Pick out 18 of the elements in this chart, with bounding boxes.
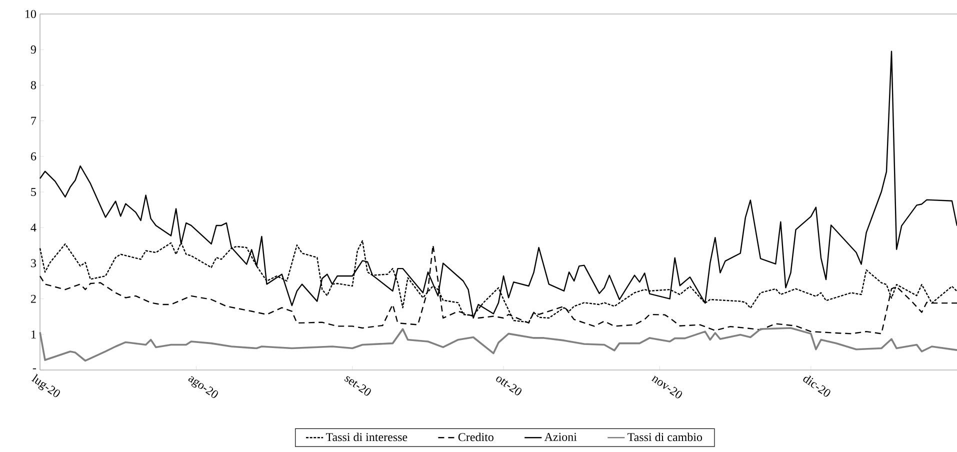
y-tick-label: 8 [30,81,36,90]
y-tick-label: 7 [31,116,36,125]
legend-label: Tassi di cambio [628,432,702,442]
legend-label: Tassi di interesse [326,432,408,442]
y-tick-label: 3 [31,259,36,268]
y-tick-label: 6 [30,152,36,160]
y-tick-label: 4 [30,224,36,232]
y-tick-label: - [32,368,36,370]
y-tick-label: 2 [31,294,36,303]
x-tick-label: set-20 [344,376,371,396]
legend-label: Credito [458,432,494,442]
line-series [39,327,957,362]
x-tick-label: ott-20 [496,376,522,396]
legend-label: Azioni [544,432,577,441]
y-tick-label: 10 [26,10,36,18]
y-tick-label: 1 [32,330,36,338]
y-tick-label: 5 [31,188,36,196]
y-tick-label: 9 [30,46,36,54]
